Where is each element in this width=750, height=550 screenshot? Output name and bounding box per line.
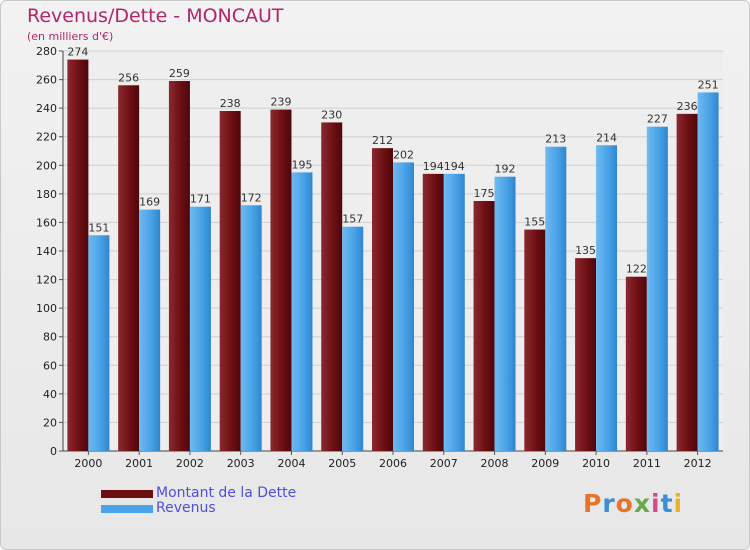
y-tick-label: 180 [36,188,57,201]
bar-revenue [596,145,618,452]
y-tick-label: 260 [36,74,57,87]
data-label-debt: 122 [626,263,647,276]
bar-revenue [342,226,364,451]
x-tick-label: 2004 [277,457,305,470]
data-label-revenue: 194 [444,160,465,173]
bar-revenue [443,173,465,451]
logo-letter: o [615,489,634,518]
y-tick-label: 0 [50,445,57,458]
y-tick-label: 240 [36,102,57,115]
x-tick-label: 2006 [379,457,407,470]
y-tick-label: 280 [36,45,57,58]
bar-debt [219,111,241,451]
x-tick-label: 2001 [125,457,153,470]
y-tick-label: 80 [43,331,57,344]
data-label-revenue: 195 [291,158,312,171]
logo-letter: i [673,489,684,518]
y-tick-label: 220 [36,131,57,144]
bar-revenue [240,205,262,451]
bar-revenue [291,172,313,451]
data-label-revenue: 169 [139,196,160,209]
data-label-revenue: 157 [342,213,363,226]
x-tick-label: 2000 [74,457,102,470]
data-label-revenue: 251 [698,78,719,91]
bar-revenue [697,92,719,451]
bar-revenue [139,209,161,451]
data-label-revenue: 151 [88,221,109,234]
bar-debt [422,173,444,451]
y-tick-label: 40 [43,388,57,401]
bar-debt [625,276,647,451]
y-tick-label: 60 [43,359,57,372]
x-tick-label: 2009 [531,457,559,470]
data-label-revenue: 214 [596,131,617,144]
data-label-revenue: 172 [241,191,262,204]
bar-debt [270,109,292,452]
y-tick-label: 200 [36,159,57,172]
proxiti-logo: Proxiti [583,489,683,518]
y-tick-label: 100 [36,302,57,315]
y-tick-label: 120 [36,274,57,287]
y-tick-label: 20 [43,416,57,429]
chart-subtitle: (en milliers d'€) [27,30,114,43]
logo-letter: i [651,489,661,518]
logo-letter: r [602,489,616,518]
x-tick-label: 2010 [582,457,610,470]
data-label-debt: 155 [524,216,545,229]
x-tick-label: 2008 [481,457,509,470]
bar-revenue [189,206,211,451]
data-label-revenue: 192 [495,163,516,176]
chart-title: Revenus/Dette - MONCAUT [27,5,284,27]
data-label-debt: 194 [423,160,444,173]
x-tick-label: 2003 [227,457,255,470]
data-label-debt: 239 [270,96,291,109]
logo-letter: x [633,489,651,518]
data-label-debt: 135 [575,244,596,257]
x-tick-label: 2012 [684,457,712,470]
bar-debt [473,201,495,451]
legend-swatch-revenue [101,505,153,513]
bar-revenue [393,162,414,451]
bar-revenue [646,126,668,451]
x-tick-label: 2007 [430,457,458,470]
bar-debt [67,59,89,451]
bar-revenue [88,235,110,451]
data-label-debt: 230 [321,108,342,121]
bar-debt [168,81,190,451]
data-label-revenue: 202 [393,148,414,161]
data-label-debt: 236 [677,100,698,113]
data-label-revenue: 227 [647,113,668,126]
bar-debt [676,113,698,451]
x-tick-label: 2005 [328,457,356,470]
x-tick-label: 2002 [176,457,204,470]
legend-label-debt: Montant de la Dette [156,485,297,501]
bar-debt [575,258,597,451]
logo-letter: P [583,489,603,518]
data-label-debt: 274 [67,46,88,59]
bar-revenue [545,146,567,451]
data-label-debt: 259 [169,67,190,80]
y-tick-label: 140 [36,245,57,258]
data-label-revenue: 213 [545,133,566,146]
x-tick-label: 2011 [633,457,661,470]
data-label-revenue: 171 [190,193,211,206]
data-label-debt: 175 [474,187,495,200]
bar-debt [118,85,140,452]
y-tick-label: 160 [36,216,57,229]
bar-revenue [494,176,516,451]
bar-debt [524,229,546,451]
data-label-debt: 212 [372,134,393,147]
legend-swatch-debt [101,490,153,498]
data-label-debt: 238 [220,97,241,110]
data-label-debt: 256 [118,71,139,84]
bar-debt [372,148,393,451]
legend-label-revenue: Revenus [156,500,216,516]
bar-debt [321,122,343,451]
logo-letter: t [660,489,674,518]
